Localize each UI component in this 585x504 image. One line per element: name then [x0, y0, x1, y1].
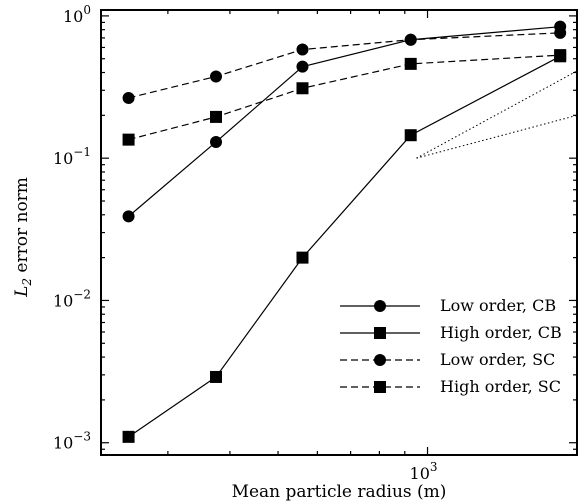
y-tick-label: 10−2	[53, 287, 91, 310]
data-point	[405, 129, 417, 141]
reference-lines	[416, 71, 577, 158]
legend-item: Low order, SC	[340, 350, 555, 369]
legend-item: High order, CB	[340, 323, 562, 342]
x-axis-label: Mean particle radius (m)	[232, 482, 447, 502]
series-low-order-cb	[123, 21, 567, 223]
legend-marker	[374, 354, 386, 366]
legend-label: Low order, SC	[440, 350, 555, 369]
y-tick-label: 10−3	[53, 430, 91, 453]
data-point	[296, 252, 308, 264]
legend: Low order, CB High order, CB Low order, SC…	[340, 296, 562, 396]
slope-2-reference	[416, 71, 577, 158]
legend-item: High order, SC	[340, 377, 561, 396]
series-line	[129, 33, 561, 98]
series-line	[129, 27, 561, 217]
y-axis-label-main: L	[12, 286, 32, 298]
y-tick-label-exponent: −3	[73, 430, 91, 444]
y-tick-label-base: 10	[53, 149, 73, 168]
legend-marker	[374, 381, 386, 393]
data-point	[296, 61, 308, 73]
y-tick-label-exponent: 0	[83, 3, 91, 17]
data-point	[405, 34, 417, 46]
legend-label: High order, CB	[440, 323, 562, 342]
legend-label: High order, SC	[440, 377, 561, 396]
data-point	[210, 371, 222, 383]
legend-marker	[374, 327, 386, 339]
legend-marker	[374, 300, 386, 312]
x-tick-label-exponent: 3	[430, 460, 438, 474]
y-tick-label-exponent: −1	[73, 145, 91, 159]
data-point	[210, 136, 222, 148]
data-point	[123, 210, 135, 222]
legend-label: Low order, CB	[440, 296, 556, 315]
y-tick-label-exponent: −2	[73, 287, 91, 301]
y-axis-label: L2 error norm	[12, 177, 34, 298]
data-point	[210, 111, 222, 123]
y-tick-label: 10−1	[53, 145, 91, 168]
data-point	[123, 92, 135, 104]
data-point	[296, 82, 308, 94]
y-axis-label-subscript: 2	[20, 278, 34, 287]
legend-item: Low order, CB	[340, 296, 556, 315]
series-high-order-sc	[123, 49, 567, 146]
y-tick-label-base: 10	[53, 291, 73, 310]
data-point	[210, 70, 222, 82]
x-tick-label-base: 10	[410, 464, 430, 483]
x-tick-label: 103	[410, 460, 438, 483]
y-axis-label-rest: error norm	[12, 177, 32, 278]
data-point	[554, 27, 566, 39]
slope-1-reference	[416, 115, 577, 158]
data-point	[405, 58, 417, 70]
data-point	[123, 431, 135, 443]
y-tick-label: 100	[63, 3, 91, 26]
data-point	[296, 44, 308, 56]
data-point	[554, 49, 566, 61]
y-tick-label-base: 10	[63, 7, 83, 26]
series-line	[129, 55, 561, 140]
series-low-order-sc	[123, 27, 567, 104]
y-tick-label-base: 10	[53, 434, 73, 453]
data-point	[123, 134, 135, 146]
